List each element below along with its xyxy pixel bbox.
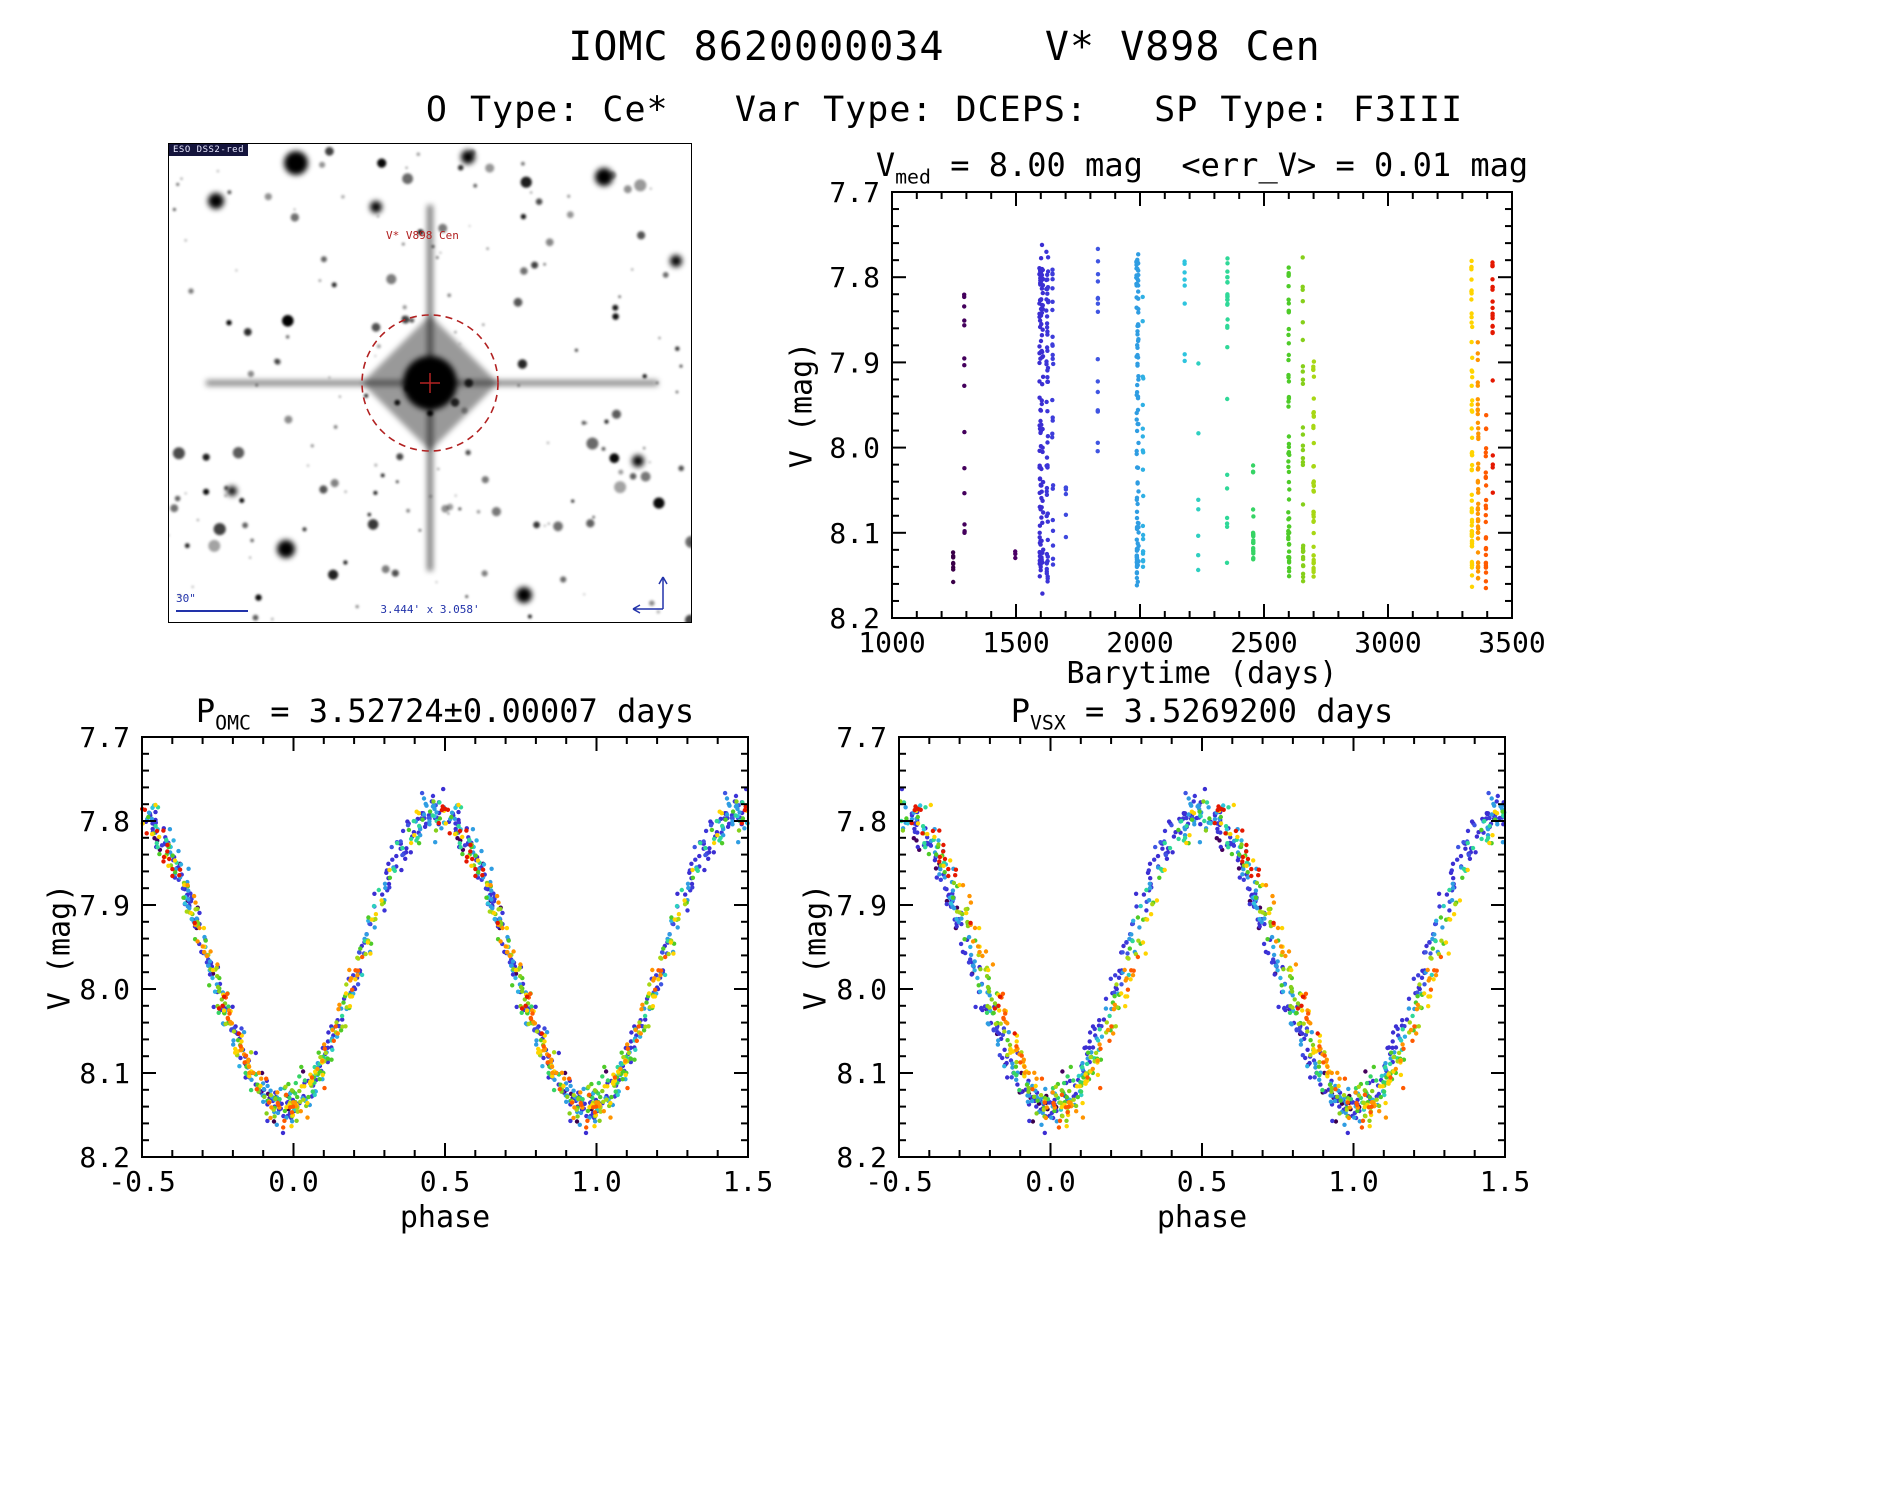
svg-text:7.9: 7.9 [79,889,130,922]
omc-phase-title-sub: OMC [215,711,251,735]
svg-text:0.0: 0.0 [268,1165,319,1198]
svg-text:7.7: 7.7 [829,176,880,209]
svg-text:7.8: 7.8 [79,805,130,838]
svg-text:8.1: 8.1 [836,1057,887,1090]
subtitle: O Type: Ce* Var Type: DCEPS: SP Type: F3… [425,90,1464,130]
svg-text:-0.5: -0.5 [108,1165,175,1198]
svg-text:1.0: 1.0 [1328,1165,1379,1198]
time-series-title-post: = 8.00 mag <err_V> = 0.01 mag [930,146,1529,184]
svg-text:7.9: 7.9 [836,889,887,922]
svg-text:3000: 3000 [1354,626,1421,659]
svg-text:7.8: 7.8 [829,261,880,294]
vsx-phase-title-pre: P [1010,692,1030,730]
svg-text:7.9: 7.9 [829,346,880,379]
vsx-phase-title-sub: VSX [1029,711,1066,735]
svg-text:1.5: 1.5 [723,1165,774,1198]
omc-phase-title-pre: P [195,692,216,730]
fov-label: 3.444' x 3.058' [380,603,480,616]
svg-text:1500: 1500 [982,626,1049,659]
time-series-x-axis-label: Barytime (days) [1066,656,1338,691]
time-series-title-pre: V [875,146,896,184]
svg-text:7.7: 7.7 [79,721,130,754]
vsx-phase-plot: -0.5 0.0 0.5 1.0 1.5 7.7 7.8 7.9 8.0 8.1 8.2 [836,721,1531,1198]
sky-finder-image [168,143,692,623]
scale-bar-label: 30" [176,592,196,605]
svg-text:-0.5: -0.5 [865,1165,932,1198]
svg-text:0.0: 0.0 [1025,1165,1076,1198]
time-series-plot: 1000 1500 2000 2500 3000 3500 7.7 7.8 7.9 8.0 8.1 8… [829,176,1545,659]
svg-text:2000: 2000 [1106,626,1173,659]
omc-phase-title-post: = 3.52724±0.00007 days [250,692,695,730]
svg-text:8.1: 8.1 [79,1057,130,1090]
omc-phase-title: POMC = 3.52724±0.00007 days [196,692,694,734]
vsx-phase-title-post: = 3.5269200 days [1065,692,1394,730]
svg-text:2500: 2500 [1230,626,1297,659]
vsx-phase-y-axis-label: V (mag) [798,883,834,1011]
omc-phase-y-axis-label: V (mag) [42,883,78,1011]
vsx-phase-x-axis-label: phase [1156,1200,1248,1235]
svg-text:1.5: 1.5 [1480,1165,1531,1198]
svg-text:3500: 3500 [1478,626,1545,659]
svg-text:8.0: 8.0 [79,973,130,1006]
omc-phase-plot: -0.5 0.0 0.5 1.0 1.5 7.7 7.8 7.9 8.0 8.1 8.2 [79,721,774,1198]
survey-label: ESO DSS2-red [169,144,249,156]
svg-text:8.0: 8.0 [836,973,887,1006]
svg-text:8.2: 8.2 [79,1141,130,1174]
time-series-title: Vmed = 8.00 mag <err_V> = 0.01 mag [876,146,1528,188]
star-name-label: V* V898 Cen [386,229,459,242]
svg-text:8.1: 8.1 [829,517,880,550]
time-series-title-sub: med [895,165,931,189]
svg-text:0.5: 0.5 [420,1165,471,1198]
main-title: IOMC 8620000034 V* V898 Cen [568,24,1321,70]
vsx-phase-title: PVSX = 3.5269200 days [1011,692,1394,734]
omc-phase-x-axis-label: phase [399,1200,491,1235]
finder-chart: ESO DSS2-red V* V898 Cen 30" 3.444' x 3.… [168,143,692,623]
svg-text:1000: 1000 [858,626,925,659]
time-series-y-axis-label: V (mag) [784,341,820,469]
svg-text:0.5: 0.5 [1177,1165,1228,1198]
svg-text:8.0: 8.0 [829,432,880,465]
svg-text:1.0: 1.0 [571,1165,622,1198]
svg-text:7.8: 7.8 [836,805,887,838]
svg-text:7.7: 7.7 [836,721,887,754]
svg-text:8.2: 8.2 [829,602,880,635]
svg-text:8.2: 8.2 [836,1141,887,1174]
